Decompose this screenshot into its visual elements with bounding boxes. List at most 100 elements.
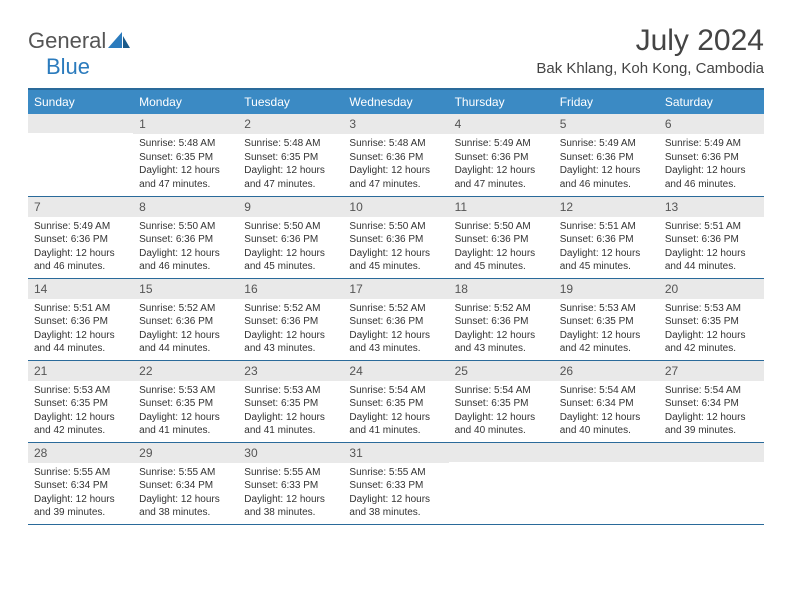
sunset-text: Sunset: 6:33 PM (349, 479, 442, 493)
day-body: Sunrise: 5:52 AMSunset: 6:36 PMDaylight:… (238, 299, 343, 360)
day-body: Sunrise: 5:54 AMSunset: 6:35 PMDaylight:… (343, 381, 448, 442)
logo-text-block: General Blue (28, 28, 130, 80)
sunrise-text: Sunrise: 5:55 AM (349, 466, 442, 480)
calendar-table: Sunday Monday Tuesday Wednesday Thursday… (28, 88, 764, 525)
calendar-cell: 20Sunrise: 5:53 AMSunset: 6:35 PMDayligh… (659, 278, 764, 360)
sunset-text: Sunset: 6:35 PM (244, 397, 337, 411)
calendar-row: 21Sunrise: 5:53 AMSunset: 6:35 PMDayligh… (28, 360, 764, 442)
day-number (28, 114, 133, 133)
sunrise-text: Sunrise: 5:51 AM (34, 302, 127, 316)
daylight-text: Daylight: 12 hours and 46 minutes. (665, 164, 758, 191)
sunset-text: Sunset: 6:36 PM (455, 151, 548, 165)
day-number: 10 (343, 197, 448, 217)
daylight-text: Daylight: 12 hours and 47 minutes. (244, 164, 337, 191)
day-number (659, 443, 764, 462)
logo-general: General (28, 28, 106, 53)
sunset-text: Sunset: 6:34 PM (560, 397, 653, 411)
day-number: 22 (133, 361, 238, 381)
location: Bak Khlang, Koh Kong, Cambodia (536, 60, 764, 77)
calendar-row: 7Sunrise: 5:49 AMSunset: 6:36 PMDaylight… (28, 196, 764, 278)
day-number: 2 (238, 114, 343, 134)
calendar-cell: 18Sunrise: 5:52 AMSunset: 6:36 PMDayligh… (449, 278, 554, 360)
day-body: Sunrise: 5:53 AMSunset: 6:35 PMDaylight:… (238, 381, 343, 442)
sunrise-text: Sunrise: 5:52 AM (244, 302, 337, 316)
calendar-cell: 4Sunrise: 5:49 AMSunset: 6:36 PMDaylight… (449, 114, 554, 196)
sunrise-text: Sunrise: 5:55 AM (34, 466, 127, 480)
sunrise-text: Sunrise: 5:49 AM (665, 137, 758, 151)
sunset-text: Sunset: 6:35 PM (349, 397, 442, 411)
day-body: Sunrise: 5:53 AMSunset: 6:35 PMDaylight:… (133, 381, 238, 442)
day-body: Sunrise: 5:50 AMSunset: 6:36 PMDaylight:… (449, 217, 554, 278)
weekday-wed: Wednesday (343, 89, 448, 114)
day-number: 18 (449, 279, 554, 299)
sunrise-text: Sunrise: 5:54 AM (349, 384, 442, 398)
calendar-cell: 7 Sunrise: 5:49 AMSunset: 6:36 PMDaylight… (28, 196, 133, 278)
sunset-text: Sunset: 6:35 PM (455, 397, 548, 411)
day-body: Sunrise: 5:55 AMSunset: 6:33 PMDaylight:… (238, 463, 343, 524)
day-number: 4 (449, 114, 554, 134)
logo-blue: Blue (46, 54, 90, 79)
daylight-text: Daylight: 12 hours and 41 minutes. (244, 411, 337, 438)
day-body: Sunrise: 5:52 AMSunset: 6:36 PMDaylight:… (449, 299, 554, 360)
calendar-cell: 26Sunrise: 5:54 AMSunset: 6:34 PMDayligh… (554, 360, 659, 442)
day-body: Sunrise: 5:49 AMSunset: 6:36 PMDaylight:… (659, 134, 764, 195)
daylight-text: Daylight: 12 hours and 43 minutes. (349, 329, 442, 356)
header: General Blue July 2024 Bak Khlang, Koh K… (28, 24, 764, 80)
daylight-text: Daylight: 12 hours and 40 minutes. (455, 411, 548, 438)
day-number: 24 (343, 361, 448, 381)
sunrise-text: Sunrise: 5:48 AM (139, 137, 232, 151)
daylight-text: Daylight: 12 hours and 47 minutes. (349, 164, 442, 191)
calendar-cell: 22Sunrise: 5:53 AMSunset: 6:35 PMDayligh… (133, 360, 238, 442)
sunrise-text: Sunrise: 5:53 AM (560, 302, 653, 316)
day-body: Sunrise: 5:49 AMSunset: 6:36 PMDaylight:… (554, 134, 659, 195)
calendar-cell: 1Sunrise: 5:48 AMSunset: 6:35 PMDaylight… (133, 114, 238, 196)
daylight-text: Daylight: 12 hours and 38 minutes. (349, 493, 442, 520)
day-body: Sunrise: 5:50 AMSunset: 6:36 PMDaylight:… (343, 217, 448, 278)
daylight-text: Daylight: 12 hours and 46 minutes. (34, 247, 127, 274)
calendar-row: 28Sunrise: 5:55 AMSunset: 6:34 PMDayligh… (28, 442, 764, 524)
weekday-thu: Thursday (449, 89, 554, 114)
sunrise-text: Sunrise: 5:49 AM (34, 220, 127, 234)
day-number (449, 443, 554, 462)
sunrise-text: Sunrise: 5:53 AM (244, 384, 337, 398)
calendar-cell: 30Sunrise: 5:55 AMSunset: 6:33 PMDayligh… (238, 442, 343, 524)
daylight-text: Daylight: 12 hours and 46 minutes. (560, 164, 653, 191)
day-number: 17 (343, 279, 448, 299)
sunset-text: Sunset: 6:36 PM (139, 315, 232, 329)
day-number: 7 (28, 197, 133, 217)
sunrise-text: Sunrise: 5:55 AM (139, 466, 232, 480)
weekday-tue: Tuesday (238, 89, 343, 114)
sunrise-text: Sunrise: 5:52 AM (349, 302, 442, 316)
day-body: Sunrise: 5:48 AMSunset: 6:35 PMDaylight:… (133, 134, 238, 195)
calendar-row: 14Sunrise: 5:51 AMSunset: 6:36 PMDayligh… (28, 278, 764, 360)
calendar-cell: 12Sunrise: 5:51 AMSunset: 6:36 PMDayligh… (554, 196, 659, 278)
sunset-text: Sunset: 6:35 PM (139, 397, 232, 411)
calendar-cell: 3Sunrise: 5:48 AMSunset: 6:36 PMDaylight… (343, 114, 448, 196)
calendar-cell: 11Sunrise: 5:50 AMSunset: 6:36 PMDayligh… (449, 196, 554, 278)
calendar-cell: 16Sunrise: 5:52 AMSunset: 6:36 PMDayligh… (238, 278, 343, 360)
daylight-text: Daylight: 12 hours and 39 minutes. (34, 493, 127, 520)
calendar-cell: 5Sunrise: 5:49 AMSunset: 6:36 PMDaylight… (554, 114, 659, 196)
day-body: Sunrise: 5:54 AMSunset: 6:34 PMDaylight:… (659, 381, 764, 442)
day-number: 14 (28, 279, 133, 299)
sunset-text: Sunset: 6:36 PM (244, 315, 337, 329)
calendar-cell: 27Sunrise: 5:54 AMSunset: 6:34 PMDayligh… (659, 360, 764, 442)
day-body: Sunrise: 5:55 AMSunset: 6:34 PMDaylight:… (28, 463, 133, 524)
sunset-text: Sunset: 6:36 PM (455, 315, 548, 329)
sunset-text: Sunset: 6:36 PM (139, 233, 232, 247)
sunset-text: Sunset: 6:36 PM (560, 233, 653, 247)
calendar-cell: 14Sunrise: 5:51 AMSunset: 6:36 PMDayligh… (28, 278, 133, 360)
sunset-text: Sunset: 6:33 PM (244, 479, 337, 493)
sunset-text: Sunset: 6:35 PM (244, 151, 337, 165)
daylight-text: Daylight: 12 hours and 43 minutes. (244, 329, 337, 356)
day-number: 26 (554, 361, 659, 381)
day-body: Sunrise: 5:53 AMSunset: 6:35 PMDaylight:… (28, 381, 133, 442)
sunset-text: Sunset: 6:36 PM (665, 151, 758, 165)
sunset-text: Sunset: 6:34 PM (665, 397, 758, 411)
sunrise-text: Sunrise: 5:55 AM (244, 466, 337, 480)
sunset-text: Sunset: 6:36 PM (34, 233, 127, 247)
sunrise-text: Sunrise: 5:51 AM (665, 220, 758, 234)
day-body: Sunrise: 5:53 AMSunset: 6:35 PMDaylight:… (659, 299, 764, 360)
day-number: 30 (238, 443, 343, 463)
day-body: Sunrise: 5:49 AMSunset: 6:36 PMDaylight:… (449, 134, 554, 195)
